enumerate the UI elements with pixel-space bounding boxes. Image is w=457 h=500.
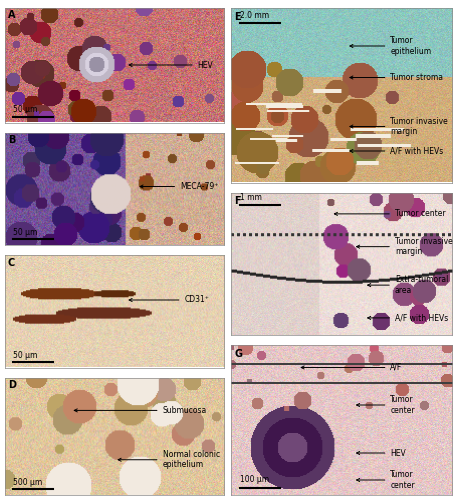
Text: HEV: HEV — [356, 448, 406, 458]
Text: Tumor
center: Tumor center — [356, 396, 415, 414]
Text: 100 μm: 100 μm — [239, 476, 269, 484]
Text: 1 mm: 1 mm — [239, 194, 261, 202]
Text: A/F with HEVs: A/F with HEVs — [350, 146, 444, 156]
Text: E: E — [234, 12, 241, 22]
Text: A/F: A/F — [301, 363, 403, 372]
Text: B: B — [8, 136, 15, 145]
Text: C: C — [8, 258, 15, 268]
Text: 50 μm: 50 μm — [13, 350, 38, 360]
Text: MECA-79⁺: MECA-79⁺ — [140, 182, 218, 191]
Text: Extra-tumoral
area: Extra-tumoral area — [367, 276, 448, 295]
Text: Tumor
center: Tumor center — [356, 470, 415, 490]
Text: 50 μm: 50 μm — [13, 228, 38, 237]
Text: Normal colonic
epithelium: Normal colonic epithelium — [118, 450, 220, 469]
Text: 50 μm: 50 μm — [13, 106, 38, 114]
Text: CD31⁺: CD31⁺ — [129, 296, 209, 304]
Text: Tumor
epithelium: Tumor epithelium — [350, 36, 431, 56]
Text: A/F with HEVs: A/F with HEVs — [367, 314, 448, 322]
Text: Tumor center: Tumor center — [335, 210, 446, 218]
Text: Submucosa: Submucosa — [74, 406, 207, 415]
Text: F: F — [234, 196, 241, 206]
Text: G: G — [234, 349, 242, 359]
Text: A: A — [8, 10, 16, 20]
Text: 2.0 mm: 2.0 mm — [239, 10, 269, 20]
Text: Tumor invasive
margin: Tumor invasive margin — [350, 117, 448, 136]
Text: Tumor invasive
margin: Tumor invasive margin — [356, 237, 452, 256]
Text: 500 μm: 500 μm — [13, 478, 43, 487]
Text: D: D — [8, 380, 16, 390]
Text: HEV: HEV — [129, 60, 213, 70]
Text: Tumor stroma: Tumor stroma — [350, 73, 443, 82]
